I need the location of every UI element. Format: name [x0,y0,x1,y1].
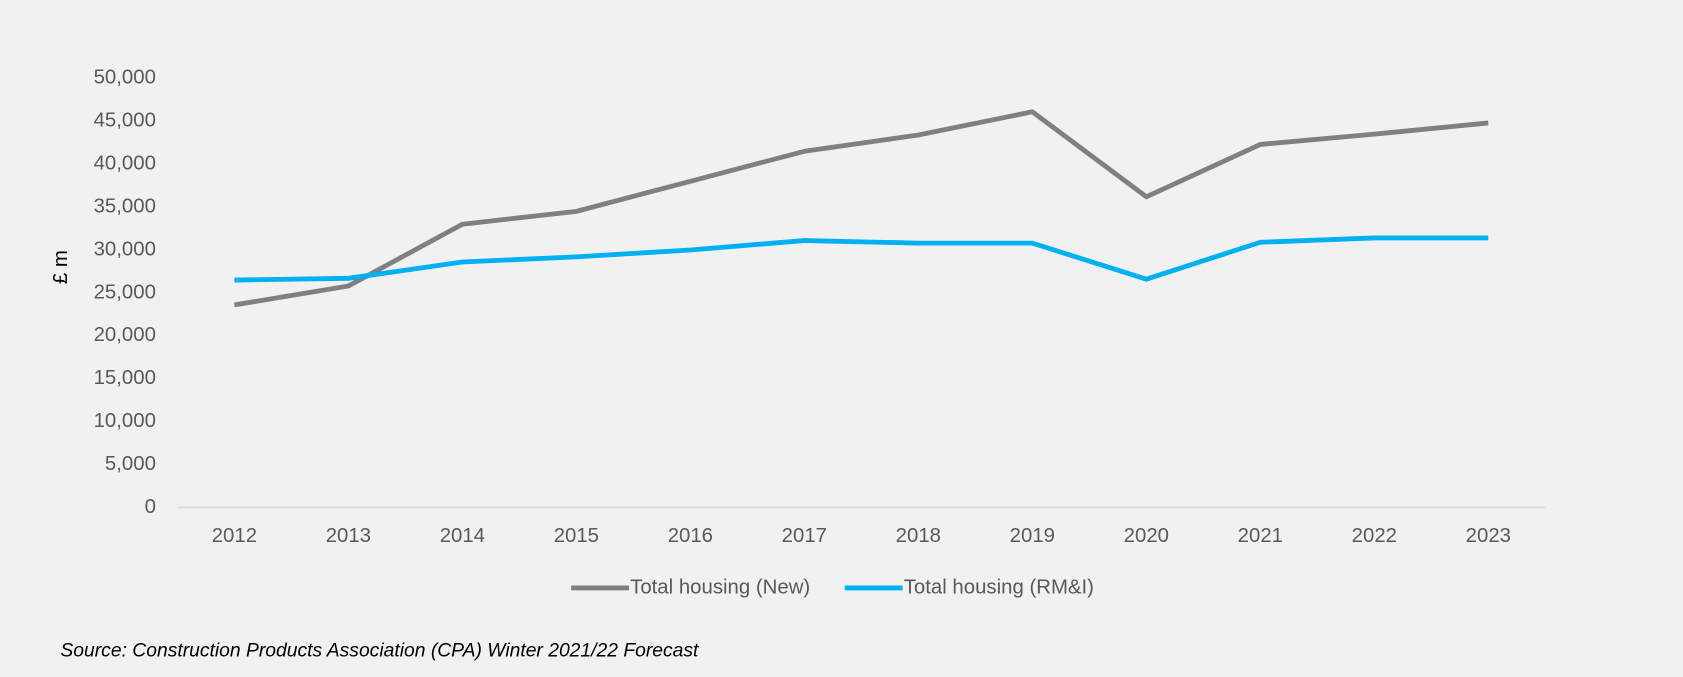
x-tick-label: 2015 [554,525,599,547]
y-tick-label: 25,000 [94,281,156,303]
page: £ m Source: Construction Products Associ… [0,0,1683,677]
x-tick-label: 2017 [782,525,827,547]
y-tick-label: 40,000 [94,153,156,175]
y-tick-label: 15,000 [94,367,156,389]
legend-label: Total housing (New) [630,576,810,598]
x-tick-label: 2019 [1010,525,1055,547]
y-axis-label: £ m [50,250,72,284]
source-note: Source: Construction Products Associatio… [60,640,700,661]
y-tick-label: 50,000 [94,67,156,89]
x-tick-label: 2016 [668,525,713,547]
legend-label: Total housing (RM&I) [904,576,1094,598]
x-tick-label: 2023 [1466,525,1511,547]
y-tick-label: 5,000 [105,453,156,475]
y-tick-label: 35,000 [94,195,156,217]
x-tick-label: 2014 [440,525,485,547]
y-tick-label: 30,000 [94,238,156,260]
x-tick-label: 2012 [212,525,257,547]
y-tick-label: 45,000 [94,110,156,132]
x-tick-label: 2018 [896,525,941,547]
x-tick-label: 2021 [1238,525,1283,547]
x-tick-label: 2013 [326,525,371,547]
y-tick-label: 0 [145,496,156,518]
x-tick-label: 2020 [1124,525,1169,547]
y-tick-label: 20,000 [94,324,156,346]
background [0,0,1682,677]
x-tick-label: 2022 [1352,525,1397,547]
chart: £ m Source: Construction Products Associ… [0,0,1683,677]
y-tick-label: 10,000 [94,410,156,432]
